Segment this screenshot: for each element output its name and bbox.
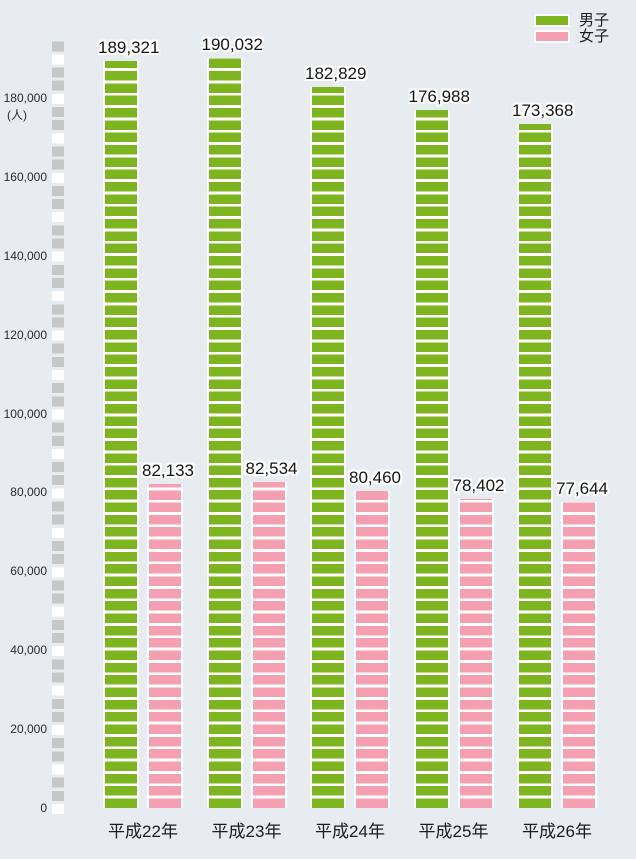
y-tick-label: 120,000 <box>3 327 47 342</box>
legend-swatch-female <box>534 30 570 43</box>
category-label: 平成23年 <box>211 822 282 841</box>
bar-female-4 <box>457 498 494 808</box>
bar-female-2 <box>250 482 287 808</box>
y-tick-label: 20,000 <box>10 722 47 737</box>
category-label: 平成22年 <box>108 822 178 841</box>
category-label: 平成25年 <box>418 822 489 841</box>
bar-male-2 <box>206 58 243 808</box>
bar-value-label: 189,321 <box>98 38 160 58</box>
y-axis-tick-column <box>52 40 64 814</box>
bar-value-label: 82,534 <box>245 459 298 479</box>
y-tick-label: 100,000 <box>3 406 47 421</box>
bar-value-label: 80,460 <box>349 467 401 487</box>
category-label: 平成24年 <box>315 822 385 841</box>
bar-value-label: 182,829 <box>305 63 367 83</box>
bar-value-label: 77,644 <box>556 478 608 498</box>
y-tick-label: 40,000 <box>10 643 47 658</box>
legend-label: 女子 <box>579 28 610 45</box>
bar-value-label: 190,032 <box>201 35 263 55</box>
bar-female-1 <box>147 484 183 808</box>
bar-female-5 <box>561 501 597 808</box>
legend: 男子 女子 <box>534 13 609 45</box>
y-tick-label: 60,000 <box>10 564 47 579</box>
bar-male-4 <box>413 109 450 808</box>
bar-value-label: 173,368 <box>512 101 574 121</box>
legend-row: 女子 <box>534 29 609 44</box>
y-tick-label: 80,000 <box>10 485 47 500</box>
legend-row: 男子 <box>534 13 609 28</box>
y-tick-label: 140,000 <box>3 248 47 263</box>
bar-value-label: 78,402 <box>452 475 505 495</box>
legend-label: 男子 <box>579 12 610 29</box>
y-tick-label: 180,000 <box>3 90 47 105</box>
y-tick-label: 0 <box>40 801 47 815</box>
bar-value-label: 176,988 <box>408 86 470 106</box>
y-tick-label: 160,000 <box>3 169 47 184</box>
category-label: 平成26年 <box>522 822 592 841</box>
bar-female-3 <box>354 490 390 808</box>
legend-swatch-male <box>534 14 570 27</box>
y-axis-unit-label: (人) <box>7 107 27 122</box>
bar-male-5 <box>517 124 553 808</box>
bar-male-1 <box>103 61 139 808</box>
bar-value-label: 82,133 <box>142 461 194 480</box>
bar-male-3 <box>310 86 346 808</box>
